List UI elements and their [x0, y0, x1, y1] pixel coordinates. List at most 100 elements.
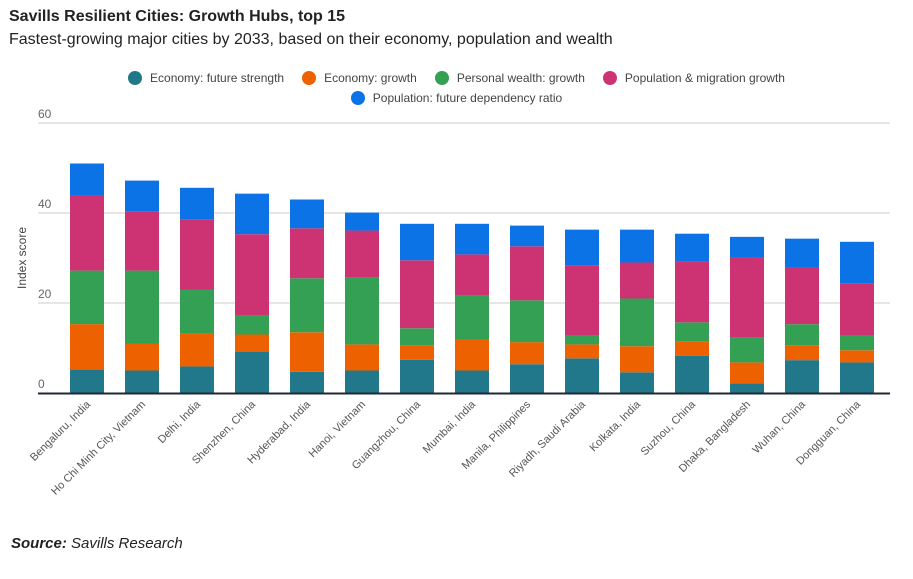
bar-segment [785, 324, 819, 346]
legend-item[interactable]: Economy: growth [302, 71, 417, 85]
bar-segment [675, 261, 709, 323]
bar-segment [180, 289, 214, 334]
legend-label: Personal wealth: growth [456, 71, 585, 85]
bar-segment [785, 360, 819, 393]
bar-segment [400, 260, 434, 329]
bar-segment [290, 278, 324, 333]
bar-segment [565, 344, 599, 359]
bar-segment [400, 223, 434, 261]
bar-segment [455, 254, 489, 296]
bar-segment [180, 219, 214, 290]
bar-segment [455, 339, 489, 371]
bar-segment [180, 366, 214, 393]
bar-segment [125, 370, 159, 393]
bar-segment [345, 344, 379, 371]
bar-segment [785, 267, 819, 325]
bar-segment [730, 383, 764, 393]
legend: Economy: future strength Economy: growth P… [0, 68, 913, 108]
legend-label: Economy: growth [324, 71, 417, 85]
source-text: Savills Research [71, 535, 183, 552]
x-tick-label: Suzhou, China [639, 398, 699, 458]
y-axis-label: Index score [15, 227, 29, 289]
bar-segment [290, 199, 324, 229]
bar-segment [840, 241, 874, 284]
bar-segment [235, 315, 269, 335]
y-tick-label: 20 [38, 287, 52, 301]
bar-segment [620, 346, 654, 373]
x-tick-label: Mumbai, India [421, 398, 479, 456]
bar-segment [675, 341, 709, 356]
y-tick-label: 60 [38, 107, 52, 121]
x-tick-label: Wuhan, China [750, 398, 808, 456]
bar-segment [345, 277, 379, 345]
bar-segment [785, 345, 819, 361]
bar-segment [235, 351, 269, 393]
bar-segment [290, 371, 324, 393]
bar-segment [125, 270, 159, 344]
bar-segment [70, 163, 104, 196]
bar-segment [455, 223, 489, 255]
bar-segment [235, 234, 269, 316]
x-tick-label: Kolkata, India [588, 398, 644, 454]
legend-swatch [602, 71, 617, 85]
bar-segment [125, 211, 159, 271]
bar-segment [840, 362, 874, 393]
bar-segment [730, 257, 764, 338]
bar-segment [125, 180, 159, 212]
y-tick-label: 0 [38, 377, 45, 391]
legend-label: Population & migration growth [624, 71, 785, 85]
bar-segment [455, 370, 489, 393]
bar-segment [620, 298, 654, 347]
legend-item[interactable]: Population: future dependency ratio [350, 91, 563, 105]
bar-segment [290, 332, 324, 372]
bar-segment [730, 362, 764, 384]
bar-segment [620, 229, 654, 263]
legend-swatch [128, 71, 143, 85]
bar-segment [840, 335, 874, 351]
bar-segment [565, 229, 599, 266]
bar-segment [180, 333, 214, 367]
x-tick-label: Hanoi, Vietnam [307, 399, 369, 461]
bar-segment [70, 369, 104, 393]
bar-segment [730, 236, 764, 258]
legend-swatch [302, 71, 317, 85]
bar-segment [565, 265, 599, 336]
bar-segment [510, 246, 544, 301]
bar-segment [70, 324, 104, 370]
legend-label: Population: future dependency ratio [372, 91, 563, 105]
legend-item[interactable]: Economy: future strength [128, 71, 284, 85]
bar-segment [675, 233, 709, 262]
bar-segment [345, 230, 379, 278]
bar-segment [620, 372, 654, 393]
bar-segment [675, 322, 709, 342]
bar-segment [125, 343, 159, 371]
chart-subtitle: Fastest-growing major cities by 2033, ba… [9, 31, 613, 48]
legend-item[interactable]: Population & migration growth [602, 71, 785, 85]
legend-label: Economy: future strength [150, 71, 285, 85]
source-label: Source: [11, 535, 67, 552]
bar-segment [840, 350, 874, 363]
bar-segment [565, 335, 599, 345]
legend-swatch [434, 71, 449, 85]
chart-title: Savills Resilient Cities: Growth Hubs, t… [9, 8, 346, 25]
bar-segment [70, 195, 104, 271]
bar-segment [70, 270, 104, 325]
bar-segment [510, 300, 544, 343]
bar-segment [455, 295, 489, 340]
bar-segment [565, 358, 599, 393]
y-tick-label: 40 [38, 197, 52, 211]
x-tick-label: Ho Chi Minh City, Vietnam [49, 399, 148, 498]
bar-segment [345, 212, 379, 231]
bar-segment [180, 187, 214, 220]
bar-segment [510, 364, 544, 393]
bar-segment [400, 328, 434, 346]
legend-item[interactable]: Personal wealth: growth [434, 71, 585, 85]
legend-swatch [350, 91, 365, 105]
bar-segment [510, 342, 544, 365]
bar-segment [510, 225, 544, 247]
bar-segment [675, 355, 709, 393]
bar-segment [235, 334, 269, 352]
bar-segment [840, 283, 874, 336]
